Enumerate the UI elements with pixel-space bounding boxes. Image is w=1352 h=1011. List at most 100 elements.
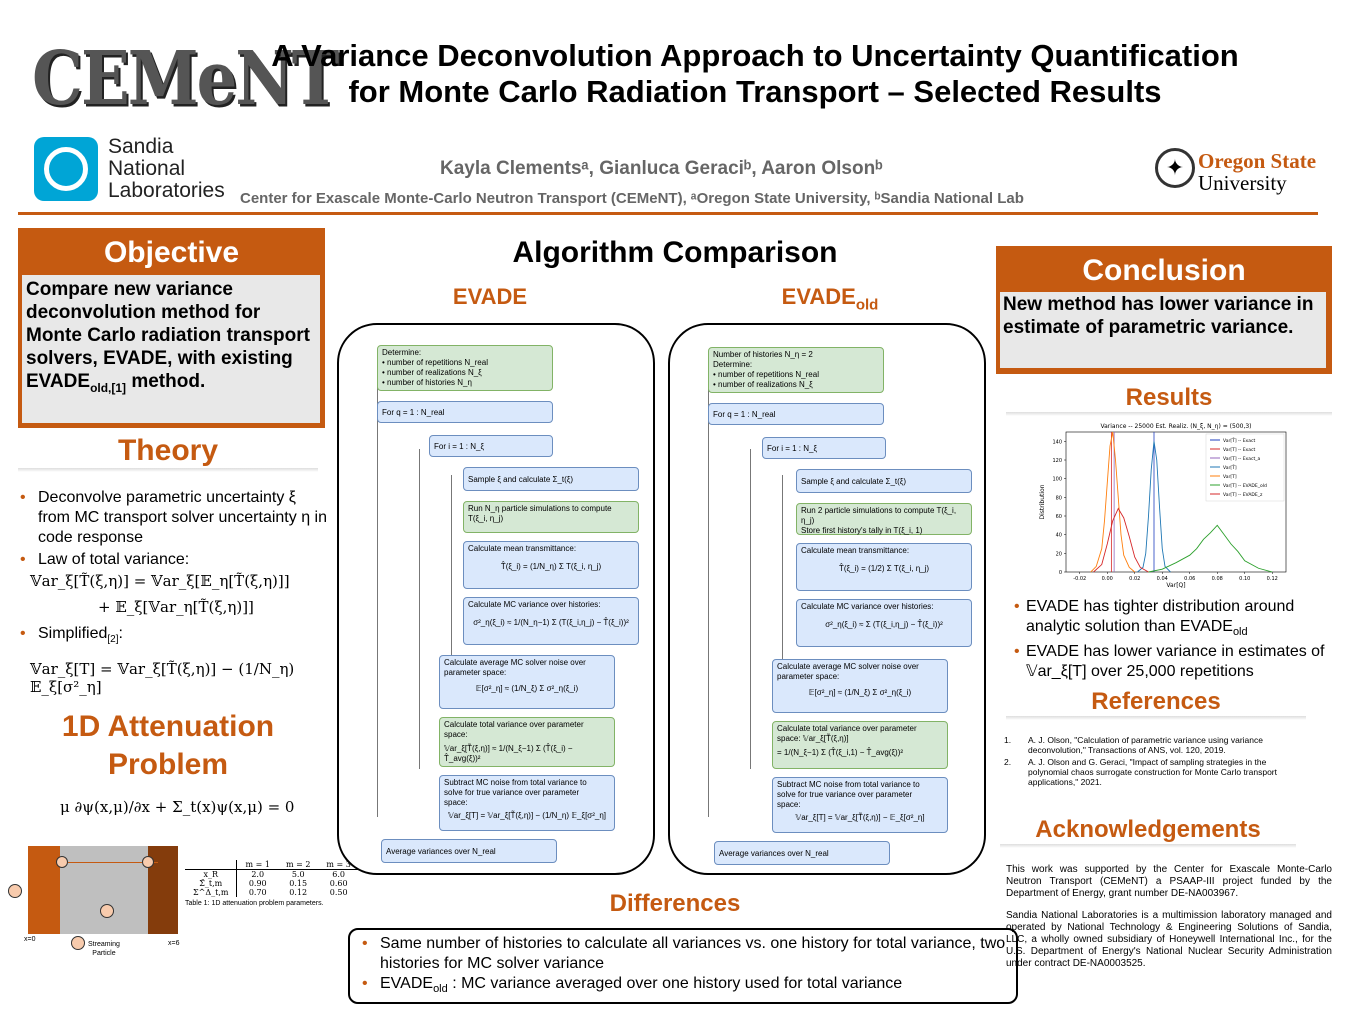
parameter-table-wrap: m = 1 m = 2 m = 3 x_R 2.0 5.0 6.0 Σ̄_t,m 0.9… — [185, 860, 359, 907]
x-tick-label: -0.02 — [1073, 576, 1086, 582]
box-line: space: — [444, 730, 468, 739]
attenuation-equation: μ ∂ψ(x,μ)/∂x + Σ_t(x)ψ(x,μ) = 0 — [60, 798, 295, 816]
box-line: • number of histories N_η — [382, 378, 472, 387]
chart-title: Variance -- 25000 Est. Realiz. (N_ξ, N_η… — [1100, 423, 1251, 430]
box-line: space: — [444, 798, 468, 807]
x-tick-label: 0.12 — [1267, 576, 1278, 582]
legend-label: Var[T] -- Exact — [1223, 447, 1255, 453]
loop-line — [750, 449, 751, 769]
loop-line — [782, 475, 783, 665]
references-title: References — [1091, 688, 1221, 715]
legend-label: Var[T] -- EVADE_old — [1223, 483, 1267, 489]
table-cell: 6.0 — [332, 870, 346, 879]
objective-sub: old,[1] — [90, 380, 127, 395]
objective-body: Compare new variance deconvolution metho… — [22, 275, 320, 423]
poster-title: A Variance Deconvolution Approach to Unc… — [210, 38, 1300, 110]
box-line: σ²_η(ξ_i) ≈ 1/(N_η−1) Σ (T(ξ_i,η_j) − T̂… — [473, 618, 629, 627]
evade-old-totvar-box: Calculate total variance over parameter … — [772, 721, 948, 769]
y-tick-label: 40 — [1056, 533, 1062, 539]
table-cell: Σ^Δ_t,m — [185, 888, 238, 897]
header-divider — [18, 212, 1318, 215]
series-line — [1148, 524, 1273, 573]
evade-old-mcvar-box: Calculate MC variance over histories: σ²… — [796, 599, 972, 647]
box-line: = 1/(N_ξ−1) Σ (T̂(ξ_i,1) − T̂_avg(ξ))² — [777, 748, 904, 757]
box-line: Calculate total variance over parameter — [777, 724, 917, 733]
streaming-particle-label: Streaming Particle — [88, 940, 120, 958]
reference-item: 1. A. J. Olson, "Calculation of parametri… — [1004, 735, 1294, 755]
y-tick-label: 100 — [1052, 477, 1062, 483]
evade-flowchart: Determine: • number of repetitions N_rea… — [337, 323, 655, 875]
authors: Kayla Clementsᵃ, Gianluca Geraciᵇ, Aaron… — [440, 158, 883, 179]
box-line: space: — [777, 800, 801, 809]
theory-section: Theory — [18, 434, 318, 472]
evade-old-average-box: Average variances over N_real — [714, 841, 890, 865]
box-line: Run 2 particle simulations to compute T(… — [801, 506, 957, 525]
table-header: m = 1 — [245, 860, 270, 869]
slab-region-1 — [28, 846, 60, 934]
osu-logo-line: Oregon State — [1198, 149, 1317, 173]
evade-avgnoise-box: Calculate average MC solver noise over p… — [439, 655, 615, 709]
evade-old-run-box: Run 2 particle simulations to compute T(… — [796, 503, 972, 535]
sandia-logo-line: Sandia — [108, 135, 174, 158]
table-caption: Table 1: 1D attenuation problem paramete… — [185, 900, 324, 907]
results-bullet-1: EVADE has tighter distribution around an… — [1012, 597, 1348, 642]
box-line: parameter space: — [777, 672, 840, 681]
box-line: 𝕍ar_ξ[T̃(ξ,η)] ≈ 1/(N_ξ−1) Σ (T̂(ξ_i) − … — [444, 744, 573, 763]
y-tick-label: 0 — [1059, 570, 1062, 576]
evade-mcvar-box: Calculate MC variance over histories: σ²… — [463, 597, 639, 645]
chart-ticks: -0.02 0.00 0.02 0.04 0.06 0.08 0.10 0.12 0 20 40 60… — [1052, 439, 1277, 582]
evade-old-title: EVADEold — [730, 284, 930, 313]
ref-text: A. J. Olson, "Calculation of parametric … — [1028, 735, 1263, 755]
box-line: 𝕍ar_ξ[T] = 𝕍ar_ξ[T̃(ξ,η)] − (1/N_η) 𝔼_ξ[… — [447, 811, 607, 820]
legend-particle-icon — [71, 936, 85, 950]
slab-region-2 — [60, 846, 148, 934]
results-title: Results — [1125, 384, 1213, 411]
theory-b3-text: Simplified — [38, 625, 108, 642]
particle-label-line: Particle — [92, 950, 116, 957]
box-line: solve for true variance over parameter — [444, 788, 580, 797]
evade-run-box: Run N_η particle simulations to compute … — [463, 501, 639, 533]
results-b1-text: EVADE has tighter distribution around an… — [1026, 598, 1295, 635]
sandia-thunderbird-icon — [34, 137, 98, 201]
box-line: Determine: — [713, 360, 753, 369]
box-line: 𝔼[σ²_η] ≈ (1/N_ξ) Σ σ²_η(ξ_i) — [808, 688, 912, 697]
results-chart: Variance -- 25000 Est. Realiz. (N_ξ, N_η… — [1039, 423, 1287, 589]
differences-bullet-1: Same number of histories to calculate al… — [360, 934, 1006, 974]
particle-icon — [56, 856, 68, 868]
box-line: Calculate MC variance over histories: — [801, 602, 934, 611]
references-section: References — [1006, 688, 1306, 720]
x-tick-label: 0.10 — [1239, 576, 1250, 582]
evade-old-subtract-box: Subtract MC noise from total variance to… — [772, 777, 948, 833]
table-cell: 0.50 — [329, 888, 348, 897]
particle-icon — [100, 904, 114, 918]
sandia-logo-line: Laboratories — [108, 179, 225, 202]
y-tick-label: 20 — [1056, 551, 1062, 557]
box-line: Calculate mean transmittance: — [801, 546, 910, 555]
conclusion-text: New method has lower variance in estimat… — [1000, 292, 1326, 368]
series-line — [1137, 441, 1171, 573]
loop-line — [419, 449, 420, 769]
legend-label: Var[T] — [1223, 474, 1237, 480]
ack-shade — [1000, 844, 1296, 848]
legend-label: Var[T] -- EVADE_z — [1223, 492, 1263, 498]
theory-b3-sub: [2] — [107, 634, 119, 646]
title-line-2: for Monte Carlo Radiation Transport – Se… — [348, 74, 1162, 109]
objective-text: Compare new variance deconvolution metho… — [26, 279, 310, 392]
references-shade — [1006, 716, 1306, 720]
table-cell: 0.60 — [329, 879, 348, 888]
parameter-table: m = 1 m = 2 m = 3 x_R 2.0 5.0 6.0 Σ̄_t,m 0.9… — [185, 860, 359, 897]
affiliation: Center for Exascale Monte-Carlo Neutron … — [240, 190, 1024, 207]
evade-title: EVADE — [452, 284, 528, 309]
box-line: Run N_η particle simulations to compute — [468, 504, 612, 513]
box-line: Subtract MC noise from total variance to — [444, 778, 587, 787]
y-axis-label: Distribution — [1039, 484, 1046, 519]
box-line: Calculate total variance over parameter — [444, 720, 584, 729]
evade-old-determine-box: Number of histories N_η = 2 Determine: •… — [708, 347, 884, 393]
box-line: Determine: — [382, 348, 422, 357]
series-line — [1090, 431, 1136, 573]
chart-series — [1090, 431, 1273, 573]
differences-b2-b: : MC variance averaged over one history … — [447, 975, 903, 992]
label-x0: x=0 — [24, 936, 36, 943]
table-row: Σ^Δ_t,m 0.70 0.12 0.50 — [185, 888, 359, 897]
box-line: • number of repetitions N_real — [382, 358, 488, 367]
